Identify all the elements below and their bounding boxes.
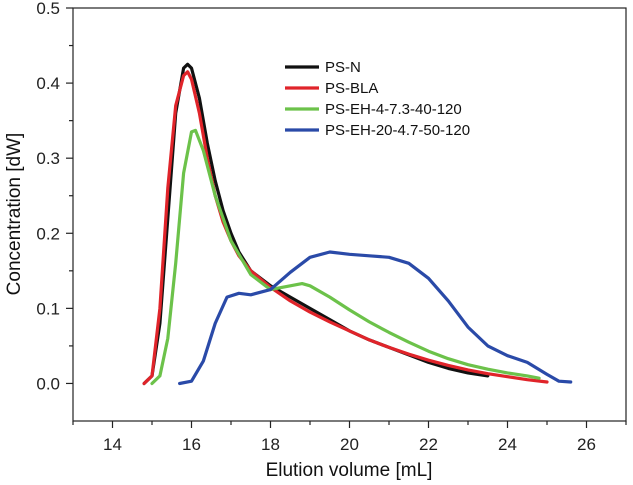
x-tick-label: 24	[498, 435, 517, 454]
x-tick-label: 26	[577, 435, 596, 454]
legend-label: PS-EH-20-4.7-50-120	[325, 122, 470, 139]
x-tick-label: 18	[261, 435, 280, 454]
legend-label: PS-BLA	[325, 80, 378, 97]
x-tick-label: 16	[182, 435, 201, 454]
y-tick-label: 0.5	[36, 0, 60, 18]
legend: PS-N PS-BLA PS-EH-4-7.3-40-120 PS-EH-20-4.7…	[285, 59, 470, 139]
series-line-4	[178, 250, 573, 386]
x-tick-label: 20	[340, 435, 359, 454]
y-tick-label: 0.2	[36, 224, 60, 243]
y-axis-title: Concentration [dW]	[4, 133, 25, 296]
y-tick-label: 0.1	[36, 299, 60, 318]
series-line-3	[150, 128, 541, 386]
y-tick-label: 0.4	[36, 74, 60, 93]
x-axis-ticks: 14 16 18 20 22 24 26	[72, 421, 627, 454]
legend-label: PS-EH-4-7.3-40-120	[325, 101, 462, 118]
x-axis-title: Elution volume [mL]	[266, 460, 433, 481]
x-tick-label: 14	[103, 435, 122, 454]
series-group	[142, 62, 573, 386]
y-tick-label: 0.3	[36, 149, 60, 168]
y-tick-label: 0.0	[36, 374, 60, 393]
y-axis-ticks: 0.0 0.1 0.2 0.3 0.4 0.5	[36, 0, 73, 393]
legend-label: PS-N	[325, 59, 361, 76]
x-tick-label: 22	[419, 435, 438, 454]
series-line-2	[142, 70, 549, 386]
